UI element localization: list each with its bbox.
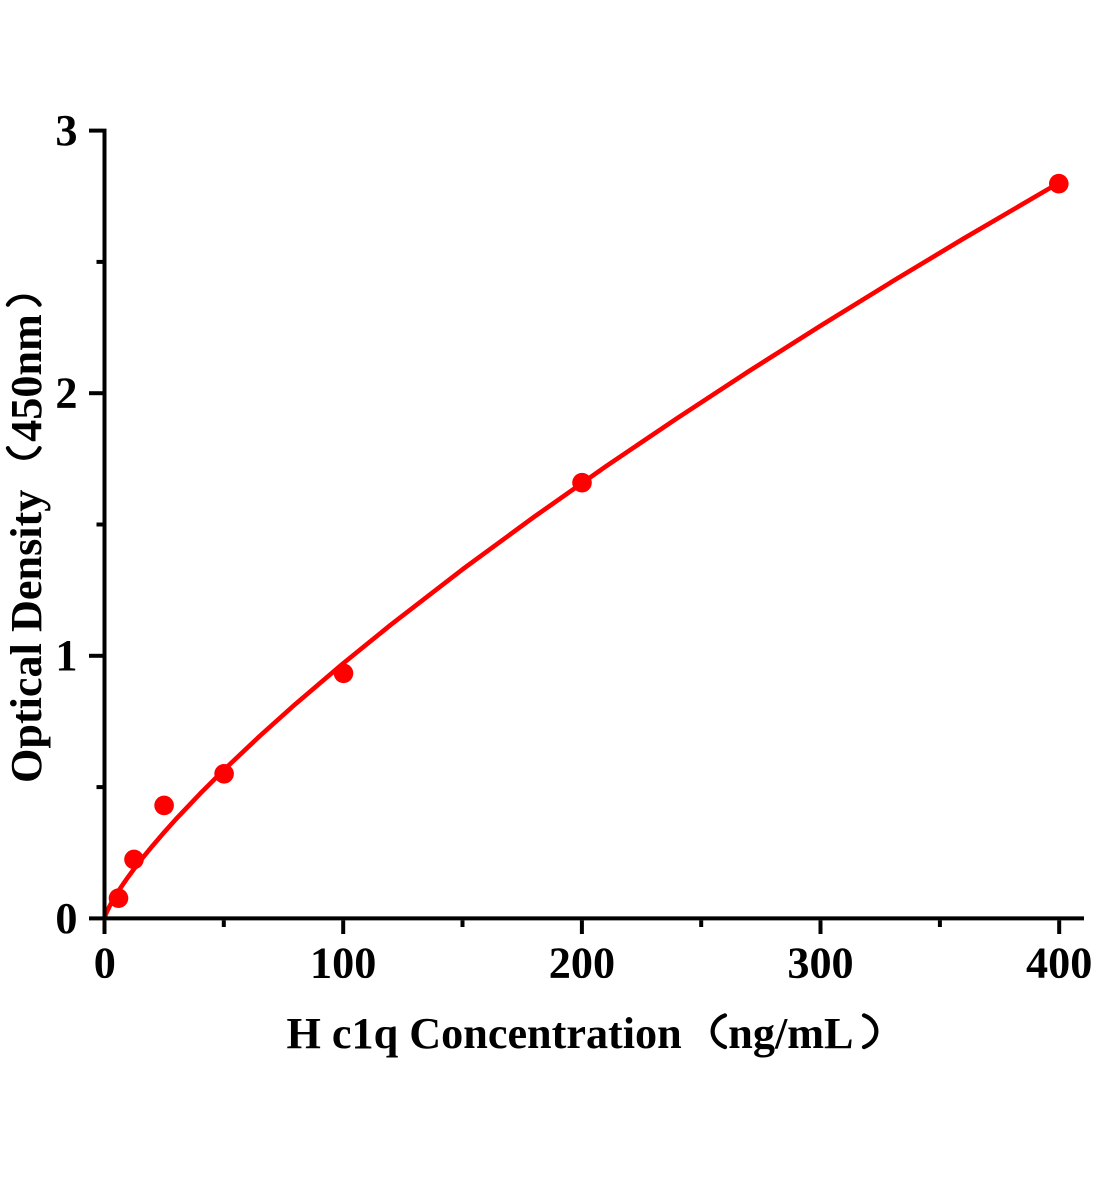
svg-text:200: 200 — [549, 938, 615, 987]
svg-text:100: 100 — [310, 938, 376, 987]
svg-text:400: 400 — [1026, 938, 1092, 987]
svg-text:3: 3 — [55, 106, 77, 155]
svg-text:300: 300 — [787, 938, 853, 987]
svg-text:H c1q Concentration: H c1q Concentration — [287, 1009, 682, 1058]
svg-text:ng/mL: ng/mL — [728, 1009, 853, 1058]
svg-text:0: 0 — [55, 894, 77, 943]
svg-text:450nm: 450nm — [2, 314, 51, 442]
svg-text:2: 2 — [55, 369, 77, 418]
svg-text:0: 0 — [94, 938, 116, 987]
svg-text:1: 1 — [55, 631, 77, 680]
svg-text:Optical Density: Optical Density — [2, 490, 51, 783]
